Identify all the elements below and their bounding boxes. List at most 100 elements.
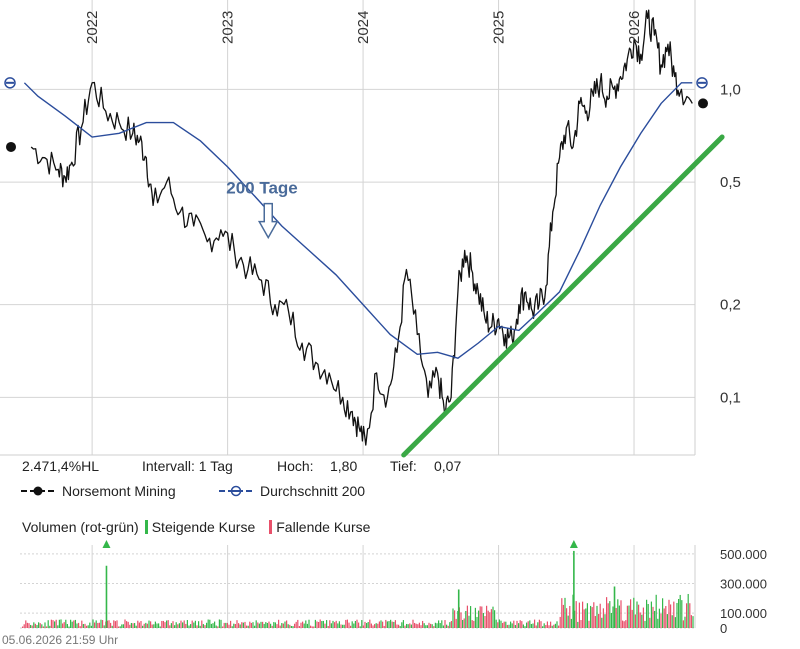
volume-bar — [598, 613, 600, 628]
volume-bar — [518, 623, 520, 628]
volume-bar — [641, 614, 643, 628]
volume-bar — [682, 620, 684, 628]
volume-bar — [220, 619, 222, 628]
volume-bar — [122, 624, 124, 628]
volume-bar — [273, 622, 275, 628]
volume-bar — [156, 623, 158, 628]
volume-bar — [143, 623, 145, 628]
volume-bar — [559, 616, 561, 628]
volume-bar — [650, 601, 652, 628]
volume-bar — [348, 622, 350, 628]
volume-bar — [161, 620, 163, 628]
volume-bar — [79, 626, 81, 628]
volume-bar — [513, 620, 515, 628]
volume-bar — [73, 620, 75, 628]
volume-bar — [591, 607, 593, 628]
volume-bar — [420, 625, 422, 628]
volume-bar — [380, 620, 382, 628]
volume-bar — [270, 623, 272, 628]
volume-bar — [465, 610, 467, 628]
volume-bar — [162, 620, 164, 628]
volume-bar — [228, 624, 230, 628]
volume-bar — [609, 601, 611, 628]
volume-bar — [194, 620, 196, 628]
volume-bar — [671, 615, 673, 628]
volume-tick-label: 100.000 — [720, 606, 767, 621]
volume-bar — [481, 606, 483, 628]
volume-bar — [172, 621, 174, 628]
volume-bar — [271, 625, 273, 628]
volume-bar — [47, 620, 49, 628]
volume-bar — [450, 621, 452, 628]
volume-bar — [353, 623, 355, 628]
volume-bar — [287, 624, 289, 628]
volume-overflow-arrow — [569, 540, 578, 548]
volume-bar — [530, 623, 532, 628]
average-legend-icon — [219, 485, 253, 497]
volume-bar — [178, 623, 180, 628]
volume-bar — [239, 624, 241, 628]
volume-bar — [76, 623, 78, 628]
volume-bar — [218, 619, 220, 628]
volume-bar — [604, 614, 606, 628]
volume-bar — [68, 626, 70, 628]
volume-bar — [233, 623, 235, 628]
average-end-marker — [696, 77, 708, 89]
volume-bar — [148, 620, 150, 628]
volume-bar — [297, 619, 299, 628]
volume-bar — [249, 621, 251, 628]
volume-bar — [322, 620, 324, 628]
volume-bar — [647, 604, 649, 628]
volume-bar — [383, 625, 385, 628]
volume-bar — [321, 621, 323, 628]
volume-bar — [26, 622, 28, 628]
volume-bar — [454, 610, 456, 628]
volume-bar — [409, 623, 411, 628]
volume-bar — [548, 625, 550, 628]
volume-bar — [95, 620, 97, 628]
volume-bar — [562, 604, 564, 628]
volume-bar — [201, 620, 203, 628]
interval-label: Intervall: 1 Tag — [142, 458, 233, 474]
volume-bar — [214, 621, 216, 628]
volume-bar — [257, 622, 259, 628]
volume-bar — [655, 594, 657, 628]
volume-bar — [642, 607, 644, 628]
x-tick-label: 2024 — [355, 11, 372, 44]
volume-bar — [546, 621, 548, 628]
volume-bar — [666, 614, 668, 628]
volume-bar — [100, 619, 102, 628]
volume-bar — [263, 623, 265, 628]
volume-bar — [505, 621, 507, 628]
volume-bar — [570, 618, 572, 628]
average-start-marker — [4, 77, 16, 89]
volume-bar — [390, 619, 392, 628]
volume-bar — [150, 621, 152, 628]
volume-bar — [423, 623, 425, 628]
volume-bar — [260, 621, 262, 628]
volume-bar — [433, 626, 435, 628]
volume-bar — [486, 605, 488, 628]
falling-swatch — [269, 520, 273, 534]
volume-bar — [42, 626, 44, 628]
volume-bar — [636, 601, 638, 628]
volume-bar — [564, 597, 566, 628]
volume-bar — [628, 605, 630, 628]
volume-bar — [474, 607, 476, 628]
volume-bar — [554, 623, 556, 628]
volume-bar — [23, 624, 25, 628]
volume-bar — [431, 624, 433, 628]
volume-bar — [279, 625, 281, 628]
volume-bar — [678, 598, 680, 628]
volume-bar — [89, 622, 91, 628]
volume-bar — [84, 623, 86, 628]
volume-bar — [367, 622, 369, 628]
volume-bar — [324, 623, 326, 628]
volume-bar — [385, 619, 387, 628]
volume-bar — [658, 608, 660, 628]
volume-bar — [254, 625, 256, 628]
volume-bar — [46, 626, 48, 628]
volume-bar — [567, 615, 569, 628]
volume-bar — [516, 620, 518, 628]
volume-bar — [78, 622, 80, 628]
